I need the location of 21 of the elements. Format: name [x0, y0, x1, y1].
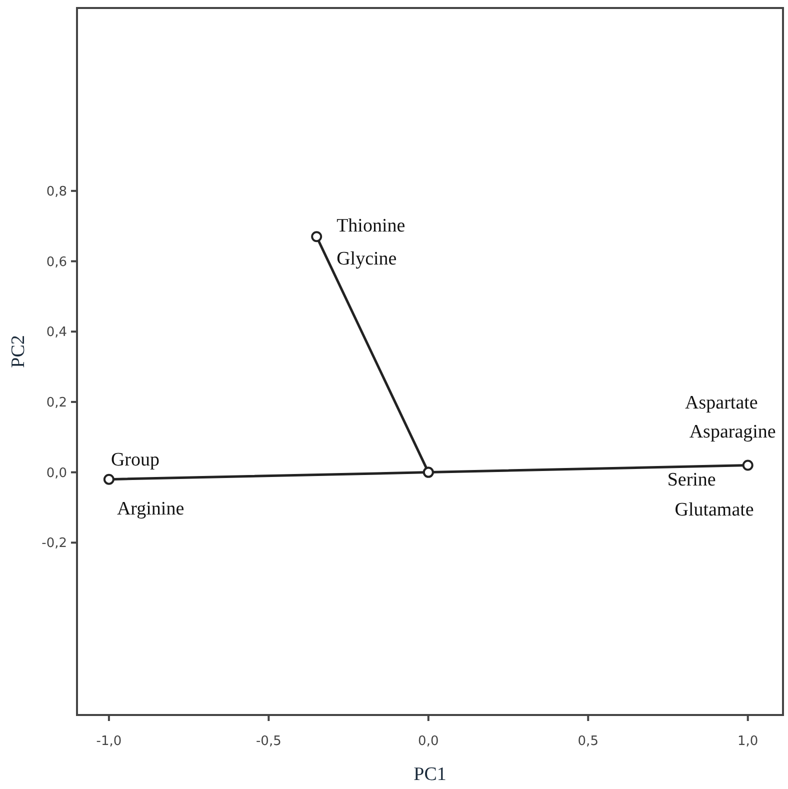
y-axis-title: PC2: [8, 335, 29, 368]
y-tick-label: 0,8: [46, 184, 67, 200]
y-tick-label: 0,2: [46, 396, 67, 410]
annotation: Asparagine: [689, 421, 776, 442]
annotation: Glycine: [336, 248, 397, 270]
annotation: Group: [110, 449, 160, 470]
annotation: Arginine: [116, 498, 184, 520]
annotation: Serine: [667, 469, 716, 490]
x-axis-title: PC1: [414, 764, 446, 785]
y-tick-label: -0,2: [42, 536, 67, 552]
y-tick-label: 0,0: [46, 466, 67, 481]
x-tick-label: -1,0: [96, 734, 122, 749]
x-tick-label: 0,0: [418, 734, 439, 749]
annotation: Thionine: [336, 216, 406, 237]
x-tick-label: 1,0: [738, 734, 758, 749]
annotation: Glutamate: [674, 499, 754, 520]
x-tick-label: -0,5: [256, 734, 282, 749]
annotation: Aspartate: [685, 392, 758, 414]
y-tick-label: 0,4: [46, 325, 67, 340]
y-tick-label: 0,6: [46, 254, 67, 270]
x-tick-label: 0,5: [578, 734, 598, 749]
